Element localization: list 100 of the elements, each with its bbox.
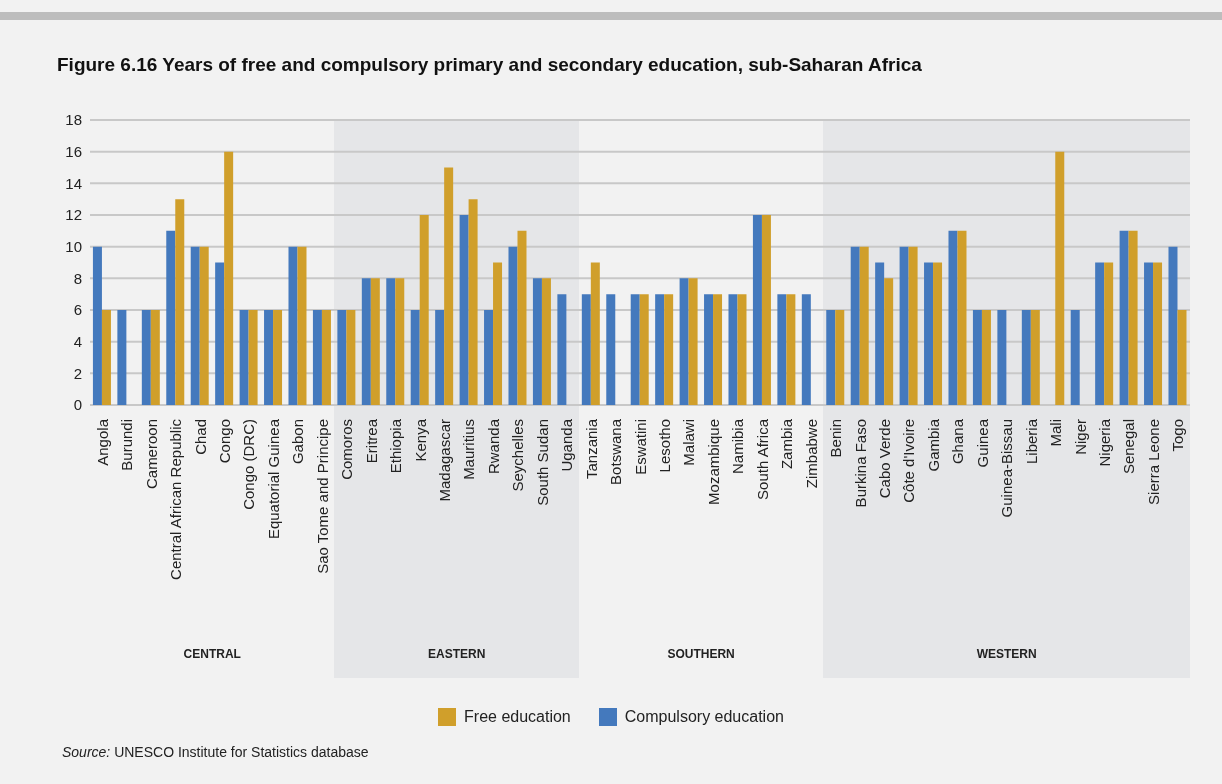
x-tick-label: South Sudan — [533, 419, 551, 506]
bar — [190, 246, 200, 405]
bar — [728, 294, 738, 405]
x-tick-label: Kenya — [411, 418, 429, 462]
bar — [273, 310, 283, 405]
text: SOUTHERN — [666, 647, 736, 661]
bar — [972, 310, 982, 405]
bar — [175, 199, 185, 405]
bar — [101, 310, 111, 405]
bar — [541, 278, 551, 405]
y-tick-label: 8 — [73, 269, 82, 287]
bar — [777, 294, 787, 405]
x-tick-label: Rwanda — [484, 418, 502, 475]
bar — [630, 294, 640, 405]
x-tick-label: Sao Tome and Principe — [313, 419, 331, 574]
bar — [435, 310, 445, 405]
bar — [924, 262, 934, 405]
x-tick-label: Ethiopia — [387, 418, 405, 474]
x-tick-label: Congo (DRC) — [240, 419, 258, 510]
bar — [948, 230, 958, 405]
x-tick-label: Central African Republic — [167, 418, 185, 580]
band-label: EASTERN — [427, 647, 487, 661]
bar — [92, 246, 102, 405]
bar — [850, 246, 860, 405]
bar — [264, 310, 274, 405]
x-tick-label: Congo — [215, 419, 233, 464]
x-tick-label: Benin — [827, 419, 845, 458]
x-tick-label: Gambia — [924, 418, 942, 472]
x-tick-label: Lesotho — [655, 419, 673, 473]
x-tick-label: Eswatini — [631, 419, 649, 475]
bar — [459, 215, 469, 405]
x-tick-label: Burundi — [118, 419, 136, 471]
bar — [199, 246, 209, 405]
bar — [361, 278, 371, 405]
bar — [859, 246, 869, 405]
bar — [713, 294, 723, 405]
x-tick-label: Equatorial Guinea — [264, 418, 282, 540]
bar — [835, 310, 845, 405]
legend-label: Compulsory education — [624, 708, 784, 726]
x-tick-label: Burkina Faso — [851, 419, 869, 508]
bar — [532, 278, 542, 405]
x-tick-label: Angola — [93, 418, 111, 466]
x-tick-label: Uganda — [558, 418, 576, 472]
bar — [1168, 246, 1178, 405]
x-tick-label: Namibia — [729, 418, 747, 475]
bar — [517, 230, 527, 405]
bar — [493, 262, 503, 405]
bar — [239, 310, 249, 405]
bar — [1153, 262, 1163, 405]
band-label: WESTERN — [975, 647, 1038, 661]
bar — [297, 246, 307, 405]
x-tick-label: Zambia — [778, 418, 796, 470]
x-tick-label: Togo — [1169, 419, 1187, 452]
x-tick-label: Guinea-Bissau — [998, 419, 1016, 518]
bar — [801, 294, 811, 405]
x-tick-label: Chad — [191, 419, 209, 455]
x-tick-label: Seychelles — [509, 419, 527, 492]
y-tick-label: 10 — [65, 237, 82, 255]
bar — [288, 246, 298, 405]
y-tick-label: 6 — [73, 301, 82, 319]
bar — [1055, 151, 1065, 405]
bar — [752, 215, 762, 405]
bar — [664, 294, 674, 405]
x-tick-label: Liberia — [1022, 418, 1040, 465]
bar — [1104, 262, 1114, 405]
bar — [410, 310, 420, 405]
legend-label: Free education — [464, 708, 571, 726]
bar — [150, 310, 160, 405]
x-tick-label: Niger — [1071, 419, 1089, 455]
bar — [875, 262, 885, 405]
x-tick-label: Côte d'Ivoire — [900, 419, 918, 503]
x-tick-label: Ghana — [949, 418, 967, 465]
x-tick-label: South Africa — [753, 418, 771, 500]
bar — [1030, 310, 1040, 405]
chart-title: Figure 6.16 Years of free and compulsory primary and secondary education, sub-Saharan Africa — [57, 54, 922, 76]
x-tick-label: Mozambique — [704, 419, 722, 505]
bar — [957, 230, 967, 405]
y-tick-label: 4 — [73, 332, 82, 350]
y-tick-label: 12 — [65, 206, 82, 224]
x-tick-label: Senegal — [1120, 419, 1138, 475]
bar — [1119, 230, 1129, 405]
bar — [395, 278, 405, 405]
bar — [997, 310, 1007, 405]
bar — [908, 246, 918, 405]
x-tick-label: Mauritius — [460, 419, 478, 480]
bar — [117, 310, 127, 405]
bar — [606, 294, 616, 405]
x-tick-label: Madagascar — [435, 419, 453, 502]
y-tick-label: 2 — [73, 364, 82, 382]
bar — [484, 310, 494, 405]
y-tick-label: 16 — [65, 142, 82, 160]
bar — [786, 294, 796, 405]
bar — [899, 246, 909, 405]
bar — [468, 199, 478, 405]
bar — [312, 310, 322, 405]
source-note: Source: UNESCO Institute for Statistics database — [62, 744, 369, 760]
bar — [704, 294, 714, 405]
bar — [590, 262, 600, 405]
bar — [508, 246, 518, 405]
y-tick-label: 18 — [65, 111, 82, 129]
